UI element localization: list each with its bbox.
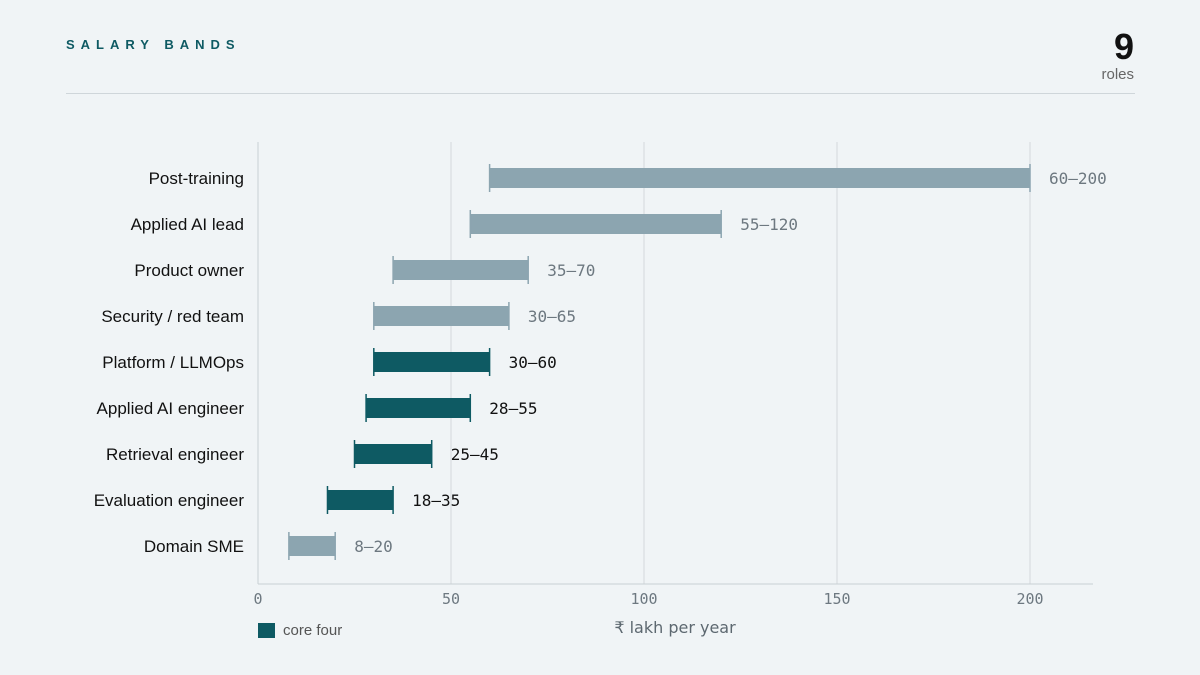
legend-swatch [258, 623, 275, 638]
role-count-number: 9 [1113, 26, 1134, 67]
salary-bar [327, 490, 394, 510]
salary-bar [470, 214, 722, 234]
legend-label: core four [283, 622, 343, 639]
category-label: Product owner [134, 261, 244, 280]
value-label: 8–20 [354, 537, 393, 556]
category-label: Platform / LLMOps [102, 353, 244, 372]
category-label: Post-training [149, 169, 244, 188]
category-label: Applied AI engineer [97, 399, 245, 418]
x-tick-label: 50 [442, 590, 460, 608]
salary-bar [366, 398, 471, 418]
value-label: 30–65 [528, 307, 576, 326]
legend: core four [258, 622, 342, 639]
salary-bar [373, 352, 490, 372]
category-label: Security / red team [101, 307, 244, 326]
x-tick-label: 100 [630, 590, 657, 608]
category-label: Domain SME [144, 537, 244, 556]
salary-bar [393, 260, 529, 280]
role-count: 9 roles [1101, 28, 1134, 84]
salary-bar [288, 536, 336, 556]
x-tick-label: 200 [1016, 590, 1043, 608]
chart-title: SALARY BANDS [66, 37, 241, 52]
header-divider [66, 93, 1135, 94]
x-tick-label: 0 [253, 590, 262, 608]
x-tick-label: 150 [823, 590, 850, 608]
category-label: Evaluation engineer [94, 491, 245, 510]
salary-bar [354, 444, 432, 464]
value-label: 55–120 [740, 215, 798, 234]
value-label: 28–55 [489, 399, 537, 418]
x-axis-label: ₹ lakh per year [614, 618, 736, 637]
category-label: Retrieval engineer [106, 445, 244, 464]
salary-bar [489, 168, 1031, 188]
value-label: 30–60 [509, 353, 557, 372]
category-label: Applied AI lead [131, 215, 244, 234]
salary-bar [373, 306, 509, 326]
value-label: 60–200 [1049, 169, 1107, 188]
value-label: 25–45 [451, 445, 499, 464]
value-label: 18–35 [412, 491, 460, 510]
role-count-label: roles [1101, 66, 1134, 83]
value-label: 35–70 [547, 261, 595, 280]
